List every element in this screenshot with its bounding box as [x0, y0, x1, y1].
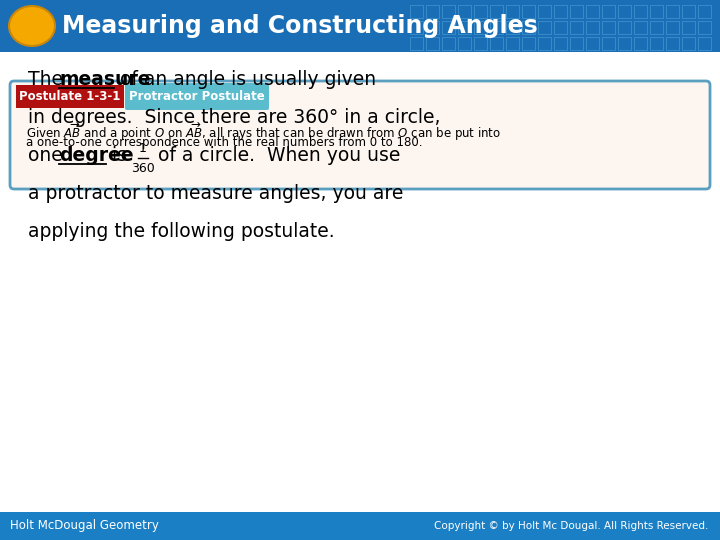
- Bar: [618, 37, 631, 50]
- Bar: [458, 37, 471, 50]
- Bar: [634, 21, 647, 34]
- FancyBboxPatch shape: [10, 81, 710, 189]
- Bar: [538, 37, 551, 50]
- Bar: [570, 37, 583, 50]
- Bar: [0, 512, 720, 540]
- Bar: [506, 37, 519, 50]
- Bar: [570, 21, 583, 34]
- Bar: [618, 5, 631, 18]
- Bar: [426, 37, 439, 50]
- Bar: [698, 21, 711, 34]
- Bar: [410, 5, 423, 18]
- Bar: [442, 21, 455, 34]
- Bar: [442, 5, 455, 18]
- Bar: [586, 21, 599, 34]
- Bar: [410, 21, 423, 34]
- Bar: [490, 21, 503, 34]
- Text: 360: 360: [131, 162, 155, 175]
- Bar: [554, 21, 567, 34]
- Bar: [586, 5, 599, 18]
- Bar: [442, 37, 455, 50]
- Bar: [490, 5, 503, 18]
- Text: one: one: [28, 146, 68, 165]
- Bar: [474, 5, 487, 18]
- Bar: [426, 21, 439, 34]
- Text: applying the following postulate.: applying the following postulate.: [28, 222, 335, 241]
- Bar: [522, 37, 535, 50]
- Bar: [538, 21, 551, 34]
- Bar: [474, 21, 487, 34]
- Bar: [570, 5, 583, 18]
- Bar: [554, 5, 567, 18]
- Bar: [666, 21, 679, 34]
- Text: Copyright © by Holt Mc Dougal. All Rights Reserved.: Copyright © by Holt Mc Dougal. All Right…: [433, 521, 708, 531]
- Text: in degrees.  Since there are 360° in a circle,: in degrees. Since there are 360° in a ci…: [28, 108, 441, 127]
- Bar: [506, 5, 519, 18]
- Bar: [602, 37, 615, 50]
- Bar: [0, 0, 720, 52]
- Bar: [650, 5, 663, 18]
- Bar: [538, 5, 551, 18]
- Bar: [522, 21, 535, 34]
- Bar: [554, 37, 567, 50]
- Bar: [458, 5, 471, 18]
- Bar: [698, 37, 711, 50]
- Text: Measuring and Constructing Angles: Measuring and Constructing Angles: [62, 14, 538, 38]
- FancyBboxPatch shape: [16, 85, 124, 108]
- Bar: [474, 37, 487, 50]
- Bar: [666, 5, 679, 18]
- Bar: [522, 5, 535, 18]
- Bar: [666, 37, 679, 50]
- Bar: [682, 37, 695, 50]
- Text: The: The: [28, 70, 69, 89]
- Text: Protractor Postulate: Protractor Postulate: [129, 90, 265, 103]
- Bar: [682, 21, 695, 34]
- Bar: [490, 37, 503, 50]
- Text: Given $\overrightarrow{AB}$ and a point $O$ on $\overrightarrow{AB}$, all rays t: Given $\overrightarrow{AB}$ and a point …: [26, 120, 501, 143]
- Bar: [650, 37, 663, 50]
- Text: degree: degree: [59, 146, 134, 165]
- Text: 1: 1: [139, 142, 147, 155]
- Bar: [618, 21, 631, 34]
- Bar: [426, 5, 439, 18]
- Text: Holt McDougal Geometry: Holt McDougal Geometry: [10, 519, 159, 532]
- Bar: [650, 21, 663, 34]
- Bar: [602, 5, 615, 18]
- Text: of a circle.  When you use: of a circle. When you use: [152, 146, 400, 165]
- Text: measure: measure: [59, 70, 150, 89]
- Text: is: is: [107, 146, 133, 165]
- FancyBboxPatch shape: [125, 83, 269, 110]
- Bar: [634, 37, 647, 50]
- Ellipse shape: [9, 6, 55, 46]
- Bar: [682, 5, 695, 18]
- Bar: [410, 37, 423, 50]
- Text: of an angle is usually given: of an angle is usually given: [114, 70, 377, 89]
- Bar: [634, 5, 647, 18]
- Text: a protractor to measure angles, you are: a protractor to measure angles, you are: [28, 184, 403, 203]
- Bar: [698, 5, 711, 18]
- Bar: [458, 21, 471, 34]
- Bar: [506, 21, 519, 34]
- Text: Postulate 1-3-1: Postulate 1-3-1: [19, 90, 121, 103]
- Bar: [586, 37, 599, 50]
- Text: a one-to-one correspondence with the real numbers from 0 to 180.: a one-to-one correspondence with the rea…: [26, 136, 423, 149]
- Bar: [602, 21, 615, 34]
